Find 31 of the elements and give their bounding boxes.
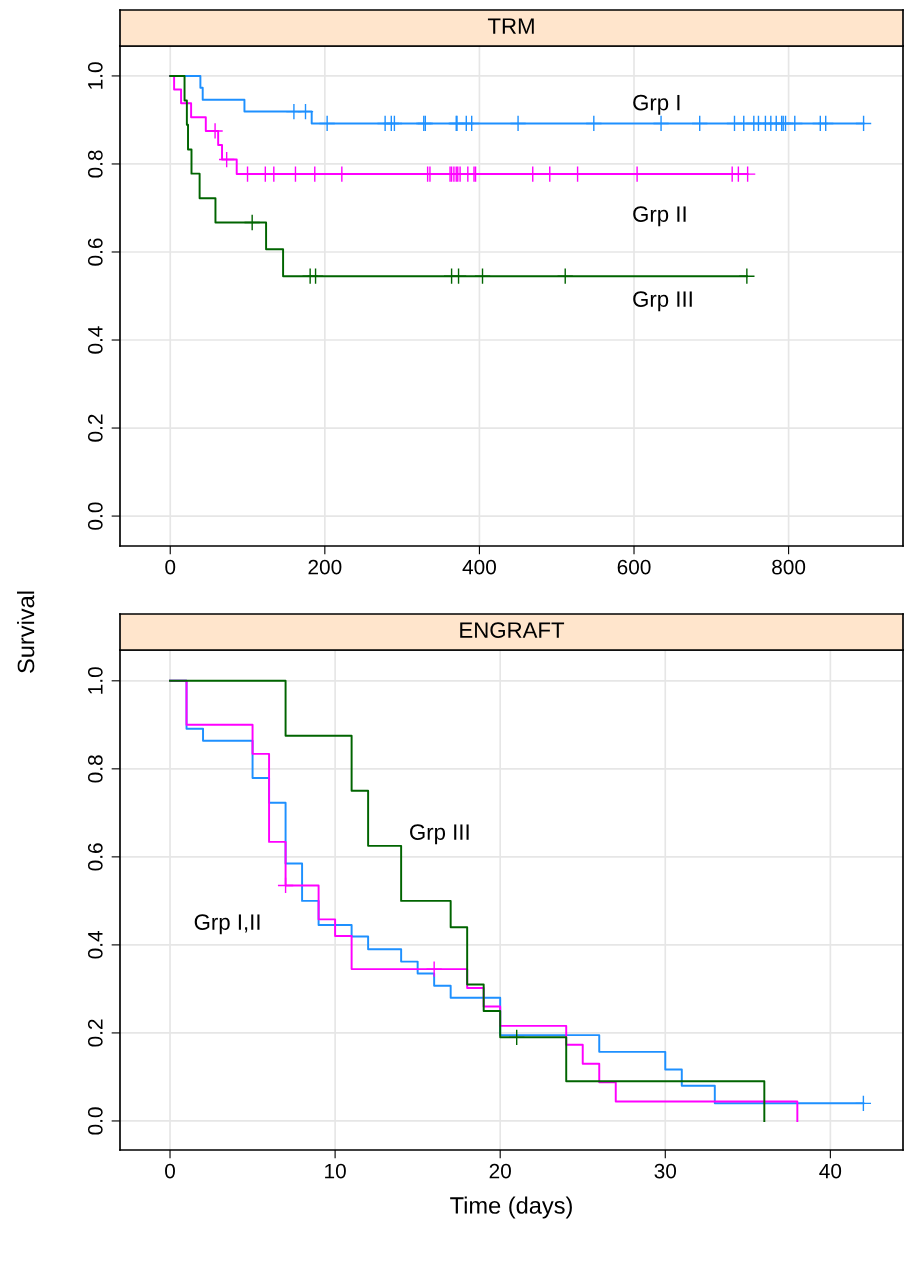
- y-axis-title: Survival: [17, 591, 35, 673]
- y-tick-label: 1.0: [87, 667, 103, 694]
- y-tick-label: 1.0: [87, 62, 103, 89]
- y-tick-label: 0.2: [87, 414, 103, 442]
- x-tick-label: 0: [165, 559, 176, 575]
- x-tick-label: 10: [325, 1163, 346, 1179]
- x-tick-label: 30: [654, 1163, 677, 1179]
- chart-title: TRM: [487, 18, 534, 34]
- y-tick-label: 0.6: [87, 843, 103, 871]
- x-tick-label: 200: [308, 559, 342, 575]
- x-tick-label: 20: [489, 1163, 511, 1179]
- annotation: Grp I: [633, 94, 680, 115]
- annotation: Grp I,II: [194, 914, 260, 935]
- x-tick-label: 600: [617, 559, 651, 575]
- y-tick-label: 0.4: [87, 931, 103, 959]
- y-tick-label: 0.6: [87, 238, 103, 266]
- y-tick-label: 0.0: [87, 1107, 103, 1135]
- y-tick-label: 0.8: [87, 755, 103, 783]
- y-tick-label: 0.0: [87, 502, 103, 530]
- annotation: Grp III: [633, 291, 692, 312]
- y-tick-label: 0.2: [87, 1019, 103, 1047]
- annotation: Grp II: [633, 206, 686, 227]
- x-tick-label: 0: [165, 1163, 175, 1179]
- annotation: Grp III: [410, 824, 469, 845]
- chart-title: ENGRAFT: [460, 622, 565, 638]
- y-tick-label: 0.4: [87, 326, 103, 354]
- x-tick-label: 800: [772, 559, 806, 575]
- x-tick-label: 400: [462, 559, 496, 575]
- y-tick-label: 0.8: [87, 150, 103, 178]
- x-tick-label: 40: [819, 1163, 842, 1179]
- x-axis-title: Time (days): [450, 1196, 572, 1219]
